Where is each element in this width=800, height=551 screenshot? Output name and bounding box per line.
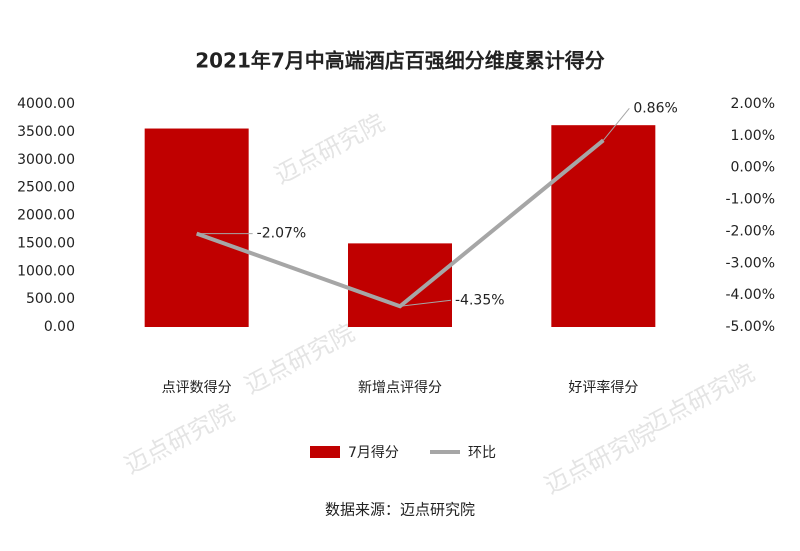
y-tick-label: 3500.00 bbox=[17, 124, 75, 140]
y-tick-label: 0.00 bbox=[44, 319, 75, 335]
y-tick-label: 2000.00 bbox=[17, 208, 75, 224]
data-label: 0.86% bbox=[633, 100, 677, 116]
y-tick-label: 500.00 bbox=[26, 291, 75, 307]
bar bbox=[144, 128, 249, 327]
y2-tick-label: -5.00% bbox=[725, 319, 775, 335]
leader-line bbox=[602, 108, 630, 141]
data-label: -4.35% bbox=[455, 292, 505, 308]
y-tick-label: 1500.00 bbox=[17, 235, 75, 251]
y2-tick-label: 1.00% bbox=[731, 128, 775, 144]
legend-label: 环比 bbox=[468, 445, 496, 461]
y2-tick-label: 0.00% bbox=[731, 160, 775, 176]
bar bbox=[551, 125, 656, 327]
data-label: -2.07% bbox=[257, 226, 307, 242]
y2-tick-label: -4.00% bbox=[725, 287, 775, 303]
source-note: 数据来源：迈点研究院 bbox=[325, 501, 475, 519]
chart-title: 2021年7月中高端酒店百强细分维度累计得分 bbox=[195, 49, 605, 73]
x-tick-label: 点评数得分 bbox=[162, 379, 232, 396]
x-tick-label: 好评率得分 bbox=[568, 379, 638, 396]
y-tick-label: 4000.00 bbox=[17, 96, 75, 112]
bar bbox=[348, 243, 452, 327]
y2-tick-label: -2.00% bbox=[725, 223, 775, 239]
y2-tick-label: -3.00% bbox=[725, 255, 775, 271]
y2-tick-label: 2.00% bbox=[731, 96, 775, 112]
x-tick-label: 新增点评得分 bbox=[358, 379, 442, 396]
y2-tick-label: -1.00% bbox=[725, 192, 775, 208]
y-tick-label: 2500.00 bbox=[17, 180, 75, 196]
leader-line bbox=[399, 299, 452, 307]
legend-swatch bbox=[310, 446, 340, 458]
y-tick-label: 1000.00 bbox=[17, 263, 75, 279]
legend-label: 7月得分 bbox=[348, 444, 399, 461]
y-tick-label: 3000.00 bbox=[17, 152, 75, 168]
